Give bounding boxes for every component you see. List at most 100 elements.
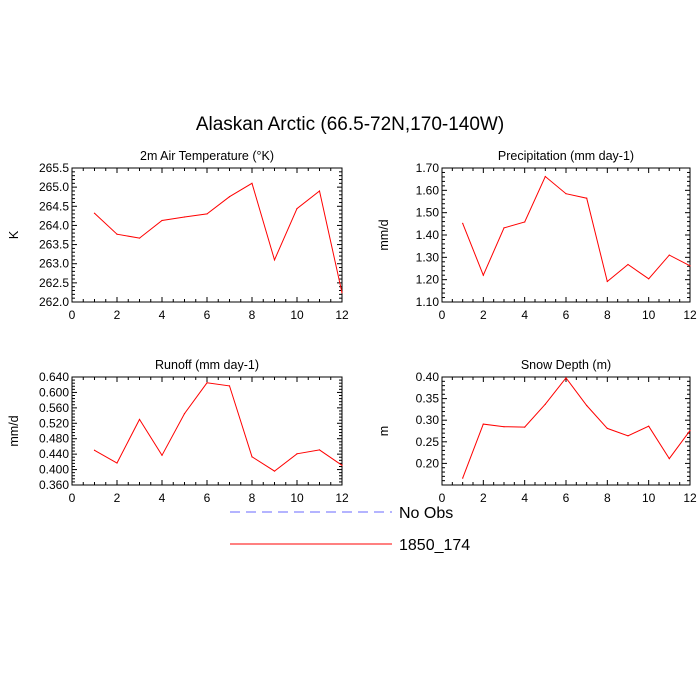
y-axis-label: m [377, 426, 391, 436]
data-point [503, 227, 505, 229]
x-tick-label: 0 [69, 308, 76, 322]
y-tick-label: 0.360 [39, 478, 69, 492]
x-tick-label: 8 [249, 308, 256, 322]
data-point [206, 382, 208, 384]
data-point [524, 426, 526, 428]
data-point [482, 274, 484, 276]
y-tick-label: 0.30 [416, 413, 440, 427]
panel-title: Precipitation (mm day-1) [498, 149, 634, 163]
x-tick-label: 10 [290, 491, 304, 505]
x-tick-label: 8 [604, 308, 611, 322]
panel-title: Snow Depth (m) [521, 358, 611, 372]
x-tick-label: 12 [683, 308, 697, 322]
data-point [251, 456, 253, 458]
data-point [138, 237, 141, 239]
x-tick-label: 6 [563, 491, 570, 505]
x-tick-label: 6 [563, 308, 570, 322]
data-point [228, 196, 231, 198]
data-point [116, 233, 118, 235]
y-axis-label: mm/d [377, 219, 391, 250]
y-tick-label: 263.5 [39, 238, 69, 252]
y-tick-label: 1.60 [416, 183, 440, 197]
y-tick-label: 1.20 [416, 273, 440, 287]
y-tick-label: 0.40 [416, 370, 440, 384]
data-point [116, 462, 118, 464]
y-tick-label: 0.35 [416, 392, 440, 406]
data-point [296, 453, 298, 455]
y-tick-label: 0.25 [416, 435, 440, 449]
legend-label: 1850_174 [399, 537, 470, 554]
data-point [544, 175, 546, 178]
x-tick-label: 2 [114, 308, 121, 322]
data-point [318, 190, 321, 192]
y-tick-label: 0.480 [39, 432, 69, 446]
data-point [341, 464, 343, 466]
data-point [689, 265, 691, 267]
x-tick-label: 4 [159, 308, 166, 322]
x-tick-label: 2 [480, 491, 487, 505]
y-tick-label: 265.0 [39, 180, 69, 194]
x-tick-label: 6 [204, 491, 211, 505]
y-tick-label: 0.20 [416, 456, 440, 470]
x-tick-label: 10 [642, 491, 656, 505]
x-tick-label: 10 [642, 308, 656, 322]
chart-panel-1: 0 2 4 6 8 10 12 262.0 262.5 263.0 263.5 264.0 264.5 2… [7, 149, 349, 322]
data-point [93, 212, 96, 214]
legend: No Obs 1850_174 [230, 505, 470, 554]
data-point [668, 458, 670, 460]
data-point [586, 197, 588, 199]
data-point [606, 280, 608, 283]
y-tick-label: 265.5 [39, 161, 69, 175]
data-point [161, 219, 163, 222]
data-point [251, 182, 253, 184]
x-tick-label: 10 [290, 308, 304, 322]
y-tick-label: 1.10 [416, 295, 440, 309]
data-point [462, 477, 464, 479]
x-tick-label: 4 [521, 491, 528, 505]
data-point [586, 404, 588, 407]
data-point [273, 259, 276, 261]
y-tick-label: 262.5 [39, 276, 69, 290]
y-tick-label: 1.70 [416, 161, 440, 175]
data-point [341, 292, 343, 294]
y-tick-label: 0.560 [39, 401, 69, 415]
data-point [544, 403, 546, 405]
panel-title: 2m Air Temperature (°K) [140, 149, 274, 163]
data-point [93, 449, 96, 451]
x-tick-label: 8 [249, 491, 256, 505]
data-point [296, 207, 298, 210]
y-tick-label: 0.520 [39, 416, 69, 430]
x-tick-label: 0 [69, 491, 76, 505]
data-point [627, 435, 629, 437]
chart-panel-4: 0 2 4 6 8 10 12 0.20 0.25 0.30 0.35 0.40 Snow Depth … [377, 358, 697, 505]
data-point [689, 429, 691, 432]
panel-title: Runoff (mm day-1) [155, 358, 259, 372]
data-point [318, 449, 321, 451]
x-tick-label: 0 [439, 308, 446, 322]
figure-title: Alaskan Arctic (66.5-72N,170-140W) [196, 114, 504, 135]
legend-label: No Obs [399, 505, 453, 522]
x-tick-label: 12 [335, 491, 349, 505]
series-line-1 [462, 377, 691, 479]
legend-item-1: No Obs [230, 505, 453, 522]
data-point [273, 470, 276, 472]
x-tick-label: 8 [604, 491, 611, 505]
x-tick-label: 12 [683, 491, 697, 505]
panels-group: 0 2 4 6 8 10 12 262.0 262.5 263.0 263.5 264.0 264.5 2… [7, 149, 697, 505]
data-point [606, 427, 608, 430]
data-point [648, 425, 650, 427]
y-tick-label: 0.440 [39, 447, 69, 461]
data-point [161, 454, 163, 456]
x-tick-label: 4 [159, 491, 166, 505]
x-tick-label: 12 [335, 308, 349, 322]
y-tick-label: 1.30 [416, 250, 440, 264]
data-point [503, 426, 505, 428]
y-tick-label: 262.0 [39, 295, 69, 309]
series-line-1 [94, 182, 343, 293]
data-point [138, 418, 141, 421]
y-tick-label: 1.50 [416, 206, 440, 220]
data-point [183, 216, 186, 218]
y-axis-label: mm/d [7, 415, 21, 446]
